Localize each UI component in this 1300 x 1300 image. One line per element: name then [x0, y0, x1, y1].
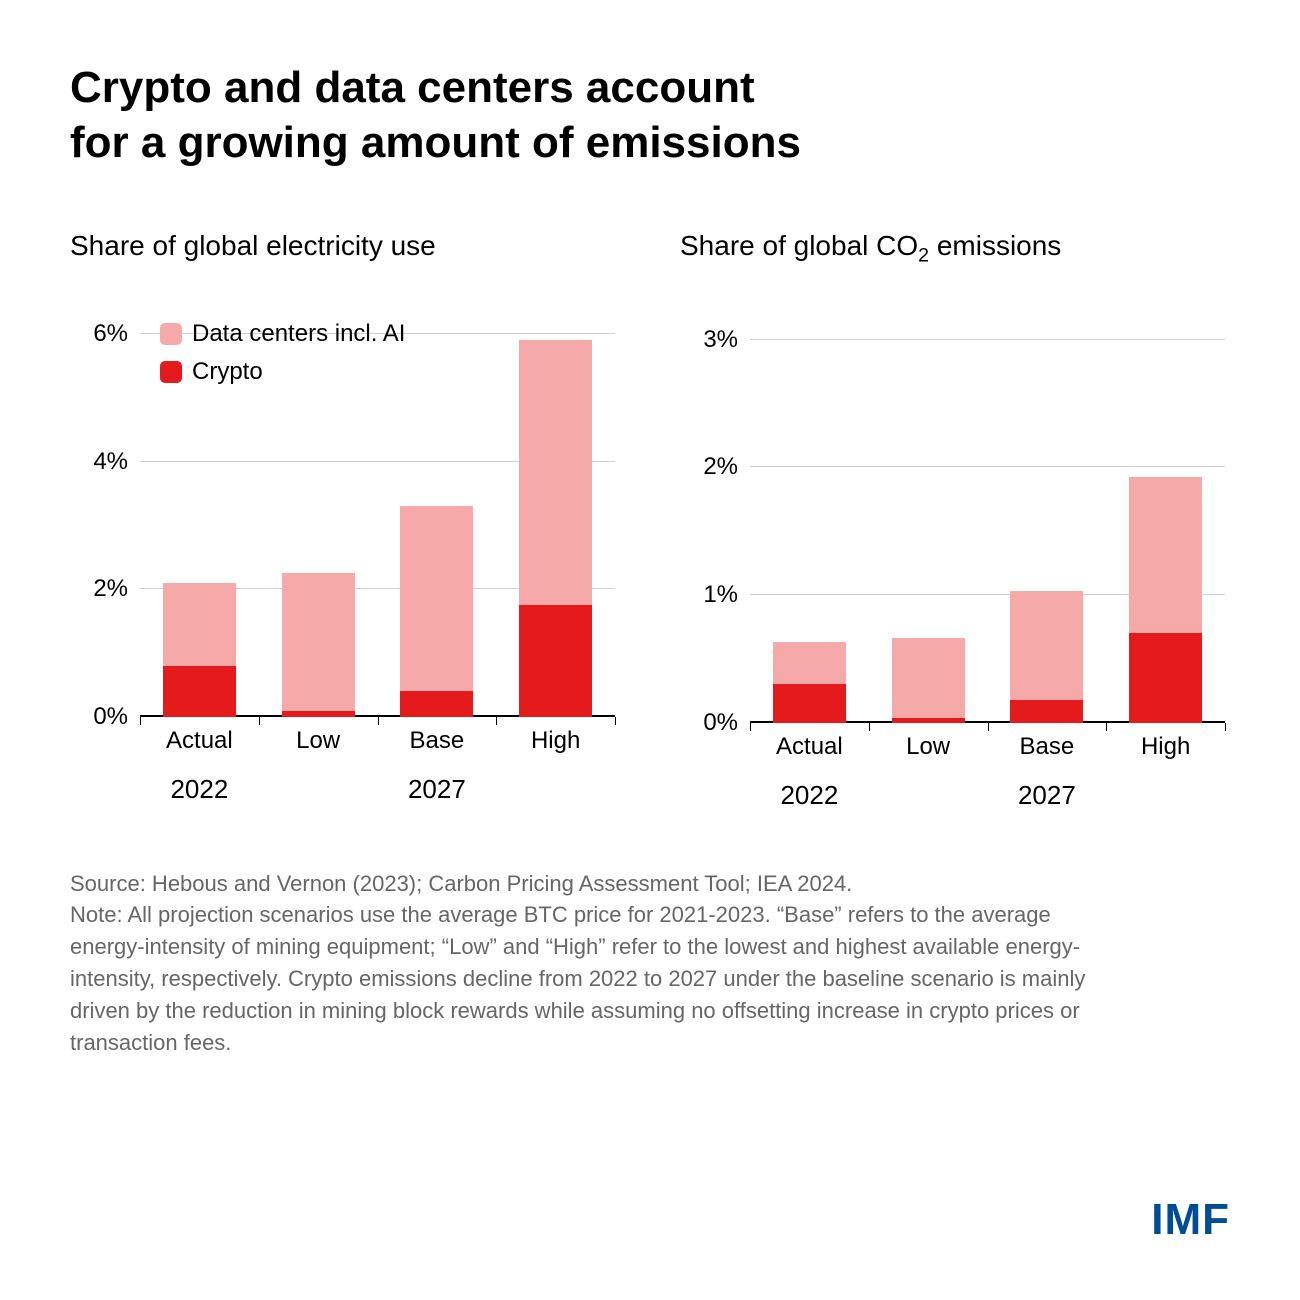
xlabel: Actual — [147, 727, 252, 755]
legend-label-datacenters: Data centers incl. AI — [192, 320, 405, 348]
bar-segment-crypto — [282, 711, 355, 717]
year-label: 2027 — [869, 780, 1225, 811]
xlabels-row: Actual Low Base High — [140, 727, 615, 755]
ytick-label: 6% — [93, 320, 140, 348]
bar-segment-datacenters — [892, 638, 965, 717]
bar-stack — [400, 302, 473, 717]
charts-row: Share of global electricity use 0% 2% 4% 6% A… — [70, 230, 1230, 828]
year-label: 2022 — [750, 780, 869, 811]
year-labels-row: 20222027 — [140, 774, 615, 805]
ytick-label: 0% — [703, 709, 750, 737]
xtick-mark — [988, 723, 989, 731]
xtick-mark — [378, 717, 379, 725]
chart-panel-0: Share of global electricity use 0% 2% 4% 6% A… — [70, 230, 620, 828]
ytick-label: 2% — [93, 575, 140, 603]
legend-item-crypto: Crypto — [160, 358, 405, 386]
chart-title: Crypto and data centers account for a gr… — [70, 60, 1230, 170]
legend-swatch-datacenters — [160, 323, 182, 345]
bars-row — [750, 308, 1225, 723]
ytick-label: 0% — [93, 703, 140, 731]
bar-segment-crypto — [519, 605, 592, 717]
legend-label-crypto: Crypto — [192, 358, 263, 386]
chart-area: 0%1%2%3%ActualLowBaseHigh20222027 — [680, 308, 1230, 828]
xtick-mark — [140, 717, 141, 725]
ytick-label: 1% — [703, 581, 750, 609]
bar-group-base — [995, 308, 1100, 723]
xlabels-row: Actual Low Base High — [750, 733, 1225, 761]
xlabel: Base — [385, 727, 490, 755]
chart-subtitle: Share of global CO2 emissions — [680, 230, 1230, 268]
ytick-label: 3% — [703, 326, 750, 354]
xtick-mark — [869, 723, 870, 731]
xtick-mark — [615, 717, 616, 725]
xtick-mark — [750, 723, 751, 731]
bar-segment-datacenters — [1010, 591, 1083, 700]
chart-container: Crypto and data centers account for a gr… — [0, 0, 1300, 1300]
note-line: Note: All projection scenarios use the a… — [70, 902, 1085, 1055]
bar-segment-crypto — [1010, 700, 1083, 723]
xtick-mark — [496, 717, 497, 725]
ytick-label: 2% — [703, 453, 750, 481]
year-label: 2027 — [259, 774, 615, 805]
bar-segment-datacenters — [773, 642, 846, 684]
source-line: Source: Hebous and Vernon (2023); Carbon… — [70, 871, 852, 896]
bar-segment-crypto — [773, 684, 846, 722]
xtick-mark — [1225, 723, 1226, 731]
bar-segment-datacenters — [282, 573, 355, 710]
chart-panel-1: Share of global CO2 emissions0%1%2%3%Act… — [680, 230, 1230, 828]
title-line-2: for a growing amount of emissions — [70, 118, 801, 167]
plot-box: 0%1%2%3% — [750, 308, 1225, 723]
xlabel: Base — [995, 733, 1100, 761]
bar-stack — [1010, 308, 1083, 723]
bar-segment-crypto — [163, 666, 236, 717]
xlabel: High — [1113, 733, 1218, 761]
xlabel: Low — [266, 727, 371, 755]
bar-segment-datacenters — [1129, 477, 1202, 633]
ytick-label: 4% — [93, 448, 140, 476]
legend-swatch-crypto — [160, 361, 182, 383]
title-line-1: Crypto and data centers account — [70, 63, 755, 112]
bar-stack — [892, 308, 965, 723]
bar-group-actual — [757, 308, 862, 723]
bar-stack — [1129, 308, 1202, 723]
xlabel: High — [503, 727, 608, 755]
imf-logo: IMF — [1151, 1195, 1230, 1245]
bar-group-high — [503, 302, 608, 717]
bar-stack — [519, 302, 592, 717]
bar-segment-datacenters — [400, 506, 473, 691]
chart-area: 0% 2% 4% 6% Actual Low Base High 20222027 Data ce… — [70, 302, 620, 822]
xlabel: Actual — [757, 733, 862, 761]
legend-item-datacenters: Data centers incl. AI — [160, 320, 405, 348]
bar-segment-datacenters — [519, 340, 592, 605]
year-labels-row: 20222027 — [750, 780, 1225, 811]
bar-group-low — [876, 308, 981, 723]
bar-segment-crypto — [892, 718, 965, 723]
bar-segment-datacenters — [163, 583, 236, 666]
xtick-mark — [1106, 723, 1107, 731]
xlabel: Low — [876, 733, 981, 761]
footer-note: Source: Hebous and Vernon (2023); Carbon… — [70, 868, 1120, 1059]
chart-subtitle: Share of global electricity use — [70, 230, 620, 262]
bar-segment-crypto — [1129, 633, 1202, 722]
bar-segment-crypto — [400, 691, 473, 717]
bar-stack — [773, 308, 846, 723]
bar-group-high — [1113, 308, 1218, 723]
legend: Data centers incl. AI Crypto — [160, 320, 405, 396]
xtick-mark — [259, 717, 260, 725]
year-label: 2022 — [140, 774, 259, 805]
